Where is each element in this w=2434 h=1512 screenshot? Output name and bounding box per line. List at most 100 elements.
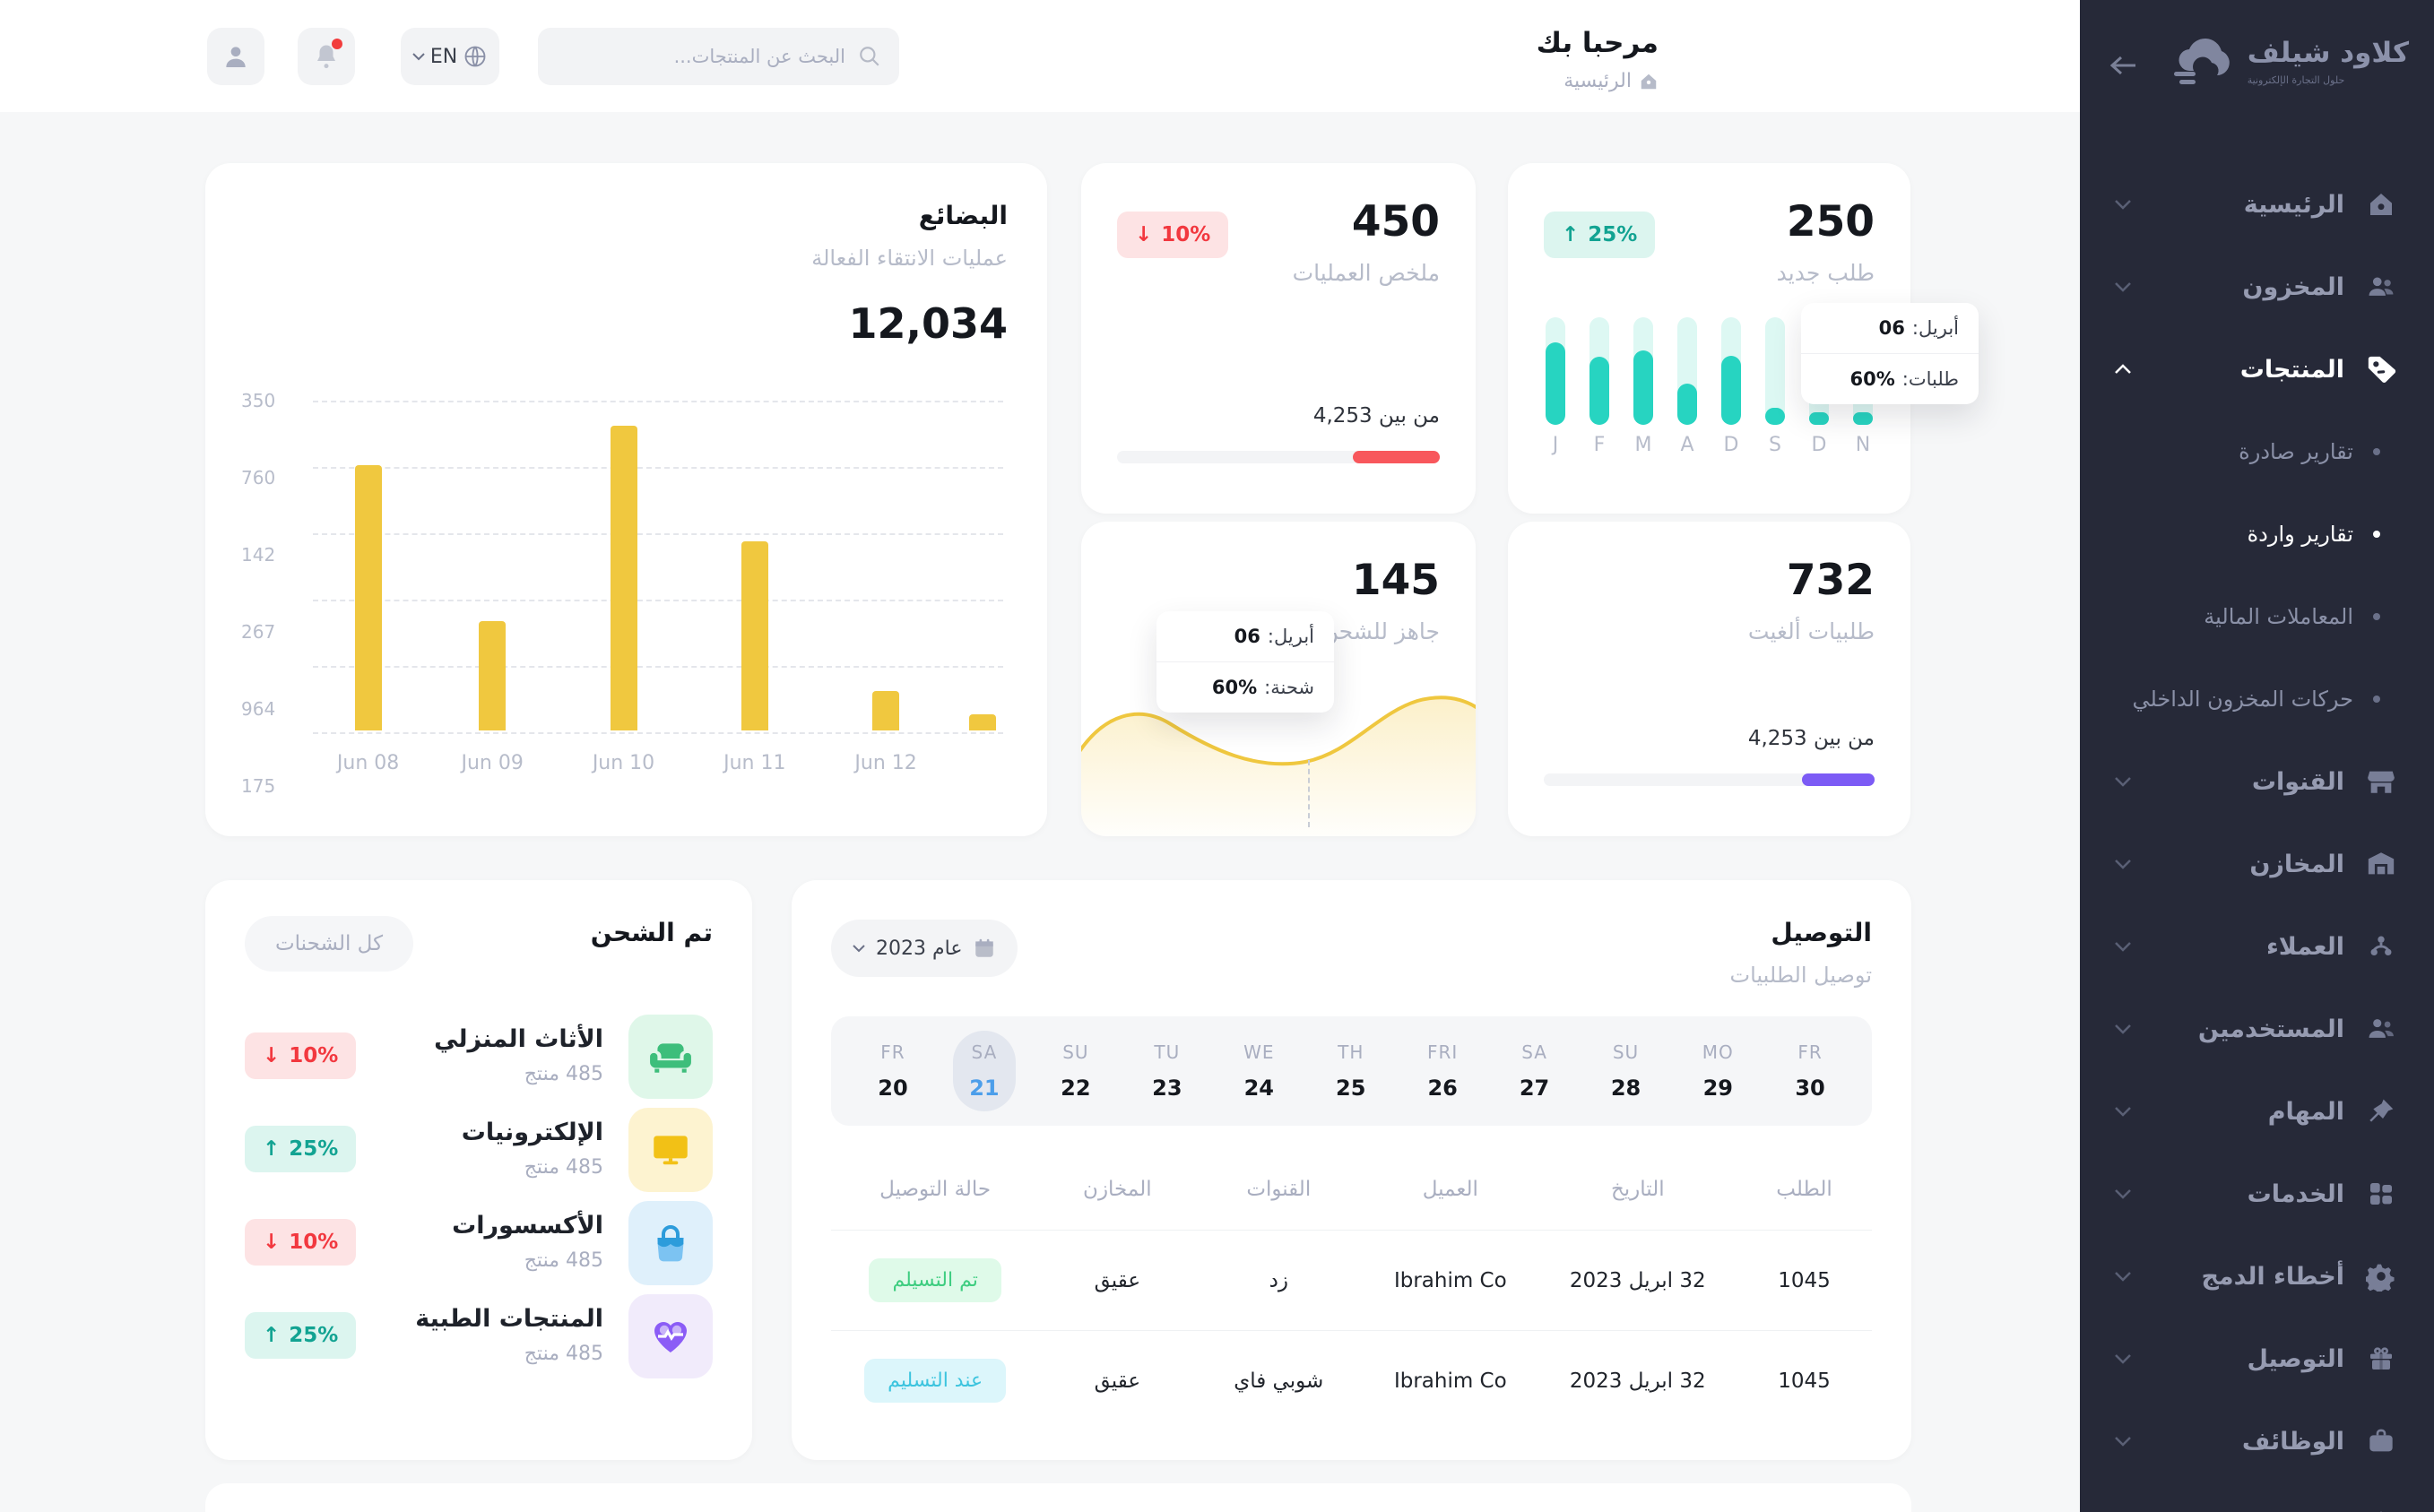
new-orders-value: 250 xyxy=(1786,197,1875,246)
ready-label: جاهز للشحن xyxy=(1321,618,1440,644)
sidebar-subitem-internal-stock-movements[interactable]: حركات المخزون الداخلي xyxy=(2080,658,2434,740)
search-input[interactable] xyxy=(556,46,845,67)
monitor-icon xyxy=(628,1108,713,1192)
sidebar-item-clients[interactable]: العملاء xyxy=(2080,905,2434,988)
mini-bar xyxy=(1546,317,1565,425)
delivery-title: التوصيل xyxy=(1771,918,1872,947)
day-cell[interactable]: FRI 26 xyxy=(1427,1041,1459,1101)
category-row: المنتجات الطبية 485 منتج 25% ↑ xyxy=(245,1294,713,1380)
category-badge: 25% ↑ xyxy=(245,1312,357,1359)
year-select-label: عام 2023 xyxy=(876,937,963,960)
users-icon xyxy=(2366,1014,2396,1044)
day-cell[interactable]: FR 30 xyxy=(1795,1041,1825,1101)
shipped-card: تم الشحن كل الشحنات الأثاث المنزلي 485 م… xyxy=(205,880,752,1460)
gear-icon xyxy=(2366,1261,2396,1292)
orders-icon xyxy=(2366,1508,2396,1512)
inventory-icon xyxy=(2366,272,2396,302)
search-icon xyxy=(858,45,881,68)
ready-value: 145 xyxy=(1351,556,1440,605)
day-cell[interactable]: SU 28 xyxy=(1610,1041,1641,1101)
bar xyxy=(968,713,996,730)
tag-icon xyxy=(2366,354,2396,384)
logo: كلاود شيلف حلول التجارة الإلكترونية xyxy=(2161,36,2409,86)
x-tick: Jun 09 xyxy=(461,752,524,774)
mini-bar xyxy=(1589,317,1609,425)
sidebar-item-home[interactable]: الرئيسية xyxy=(2080,163,2434,246)
bell-icon xyxy=(313,43,340,70)
language-code: EN xyxy=(429,45,458,68)
sidebar: كلاود شيلف حلول التجارة الإلكترونية الرئ… xyxy=(2080,0,2434,1512)
goods-bar-chart: 350 760 142 267 964 175 Jun 08 Jun 09 xyxy=(241,390,1008,797)
bullet-icon xyxy=(2373,613,2380,620)
chevron-down-icon xyxy=(2114,1106,2132,1117)
globe-icon xyxy=(463,44,488,69)
day-cell[interactable]: SU 22 xyxy=(1061,1041,1091,1101)
bar xyxy=(741,541,768,730)
day-cell[interactable]: FR 20 xyxy=(878,1041,908,1101)
grid-icon xyxy=(2366,1179,2396,1209)
goods-total: 12,034 xyxy=(848,299,1008,348)
sidebar-item-users[interactable]: المستخدمين xyxy=(2080,988,2434,1070)
year-select[interactable]: عام 2023 xyxy=(831,920,1018,977)
breadcrumb[interactable]: الرئيسية xyxy=(1537,70,1659,92)
avatar-button[interactable] xyxy=(207,28,264,85)
chevron-down-icon xyxy=(2114,859,2132,869)
goods-card: البضائع عمليات الانتقاء الفعالة 12,034 3… xyxy=(205,163,1047,836)
operations-out-of: من بين 4,253 xyxy=(1312,404,1440,428)
arrow-down-icon: ↓ xyxy=(263,1231,281,1254)
day-cell[interactable]: SA 27 xyxy=(1519,1041,1550,1101)
sidebar-subitem-outgoing-reports[interactable]: تقارير صادرة xyxy=(2080,410,2434,493)
cancelled-orders-card: 732 طلبيات ألغيت من بين 4,253 xyxy=(1508,522,1910,836)
arrow-down-icon: ↓ xyxy=(263,1044,281,1067)
sidebar-item-jobs[interactable]: الوظائف xyxy=(2080,1400,2434,1482)
pin-icon xyxy=(2366,1096,2396,1127)
day-cell[interactable]: WE 24 xyxy=(1243,1041,1275,1101)
home-icon xyxy=(2366,189,2396,220)
sidebar-item-channels[interactable]: القنوات xyxy=(2080,740,2434,823)
chevron-down-icon xyxy=(2114,1353,2132,1364)
tooltip-guide-line xyxy=(1308,760,1310,827)
storefront-icon xyxy=(2366,766,2396,797)
sidebar-item-inventory[interactable]: المخزون xyxy=(2080,246,2434,328)
sidebar-item-integration-errors[interactable]: أخطاء الدمج xyxy=(2080,1235,2434,1318)
sidebar-subitem-incoming-reports[interactable]: تقارير واردة xyxy=(2080,493,2434,575)
chevron-down-icon xyxy=(2114,199,2132,210)
language-selector[interactable]: EN xyxy=(401,28,499,85)
operations-badge: 10% ↓ xyxy=(1117,212,1229,258)
day-cell[interactable]: TH 25 xyxy=(1336,1041,1366,1101)
day-cell-selected[interactable]: SA 21 xyxy=(953,1031,1016,1111)
sidebar-collapse-arrow-icon[interactable] xyxy=(2110,56,2137,75)
sidebar-item-services[interactable]: الخدمات xyxy=(2080,1153,2434,1235)
sidebar-item-products[interactable]: المنتجات xyxy=(2080,328,2434,410)
breadcrumb-label: الرئيسية xyxy=(1563,70,1632,92)
operations-progress-fill xyxy=(1352,451,1440,463)
bar xyxy=(610,425,637,730)
sidebar-item-orders[interactable]: الطلبات xyxy=(2080,1482,2434,1512)
cloud-logo-icon xyxy=(2161,36,2239,86)
operations-value: 450 xyxy=(1351,197,1440,246)
gift-icon xyxy=(2366,1344,2396,1374)
chevron-down-icon xyxy=(412,53,425,61)
ready-tooltip: أبريل: 06 شحنة: 60% xyxy=(1156,611,1334,713)
network-icon xyxy=(2366,931,2396,962)
x-tick: Jun 08 xyxy=(336,752,400,774)
delivery-card: التوصيل توصيل الطلبيات عام 2023 FR 20 SA 2… xyxy=(792,880,1911,1460)
bullet-icon xyxy=(2373,448,2380,455)
home-icon xyxy=(1639,72,1659,91)
sidebar-subitem-financial-transactions[interactable]: المعاملات المالية xyxy=(2080,575,2434,658)
notifications-button[interactable] xyxy=(298,28,355,85)
sidebar-nav: الرئيسية المخزون المنتجات تقارير صادرة xyxy=(2080,163,2434,1512)
sidebar-item-warehouses[interactable]: المخازن xyxy=(2080,823,2434,905)
ready-line-chart xyxy=(1081,644,1476,836)
sidebar-item-tasks[interactable]: المهام xyxy=(2080,1070,2434,1153)
day-cell[interactable]: TU 23 xyxy=(1152,1041,1182,1101)
all-shipments-button[interactable]: كل الشحنات xyxy=(245,916,414,972)
bullet-icon xyxy=(2373,531,2380,538)
sidebar-item-delivery[interactable]: التوصيل xyxy=(2080,1318,2434,1400)
status-badge: تم التسيلم xyxy=(869,1258,1001,1302)
day-cell[interactable]: MO 29 xyxy=(1702,1041,1734,1101)
chevron-down-icon xyxy=(2114,941,2132,952)
x-tick: Jun 12 xyxy=(854,752,917,774)
